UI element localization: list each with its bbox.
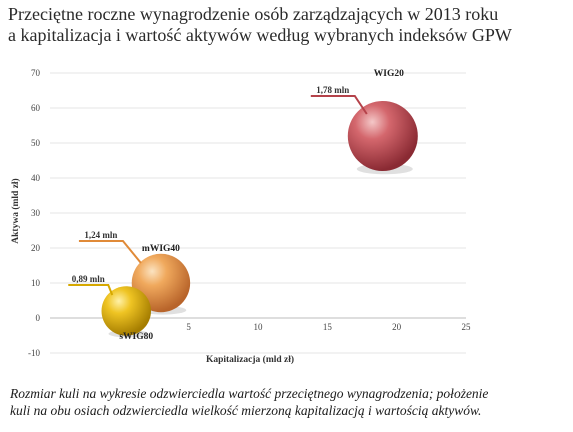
x-tick-label: 25	[462, 322, 472, 332]
y-tick-label: 0	[36, 313, 41, 323]
y-tick-label: 40	[31, 173, 41, 183]
y-tick-label: -10	[28, 348, 40, 358]
x-tick-label: 5	[186, 322, 191, 332]
chart-title-line-1: Przeciętne roczne wynagrodzenie osób zar…	[8, 4, 499, 24]
y-tick-label: 10	[31, 278, 41, 288]
bubble-swig80	[101, 286, 152, 336]
callout-line	[78, 240, 142, 264]
x-axis-label: Kapitalizacja (mld zł)	[206, 354, 294, 365]
callout-line	[68, 284, 114, 296]
bubble-name-label: WIG20	[374, 69, 404, 79]
y-tick-labels: -10 0 10 20 30 40 50 60 70	[28, 68, 41, 358]
y-tick-label: 20	[31, 243, 41, 253]
callout-line	[310, 95, 368, 115]
bubble-labels: 1,78 mln WIG20 1,24 mln mWIG40 0,89 mln sWIG8…	[68, 69, 404, 342]
bubble-name-label: mWIG40	[142, 244, 180, 254]
chart-caption-line-1: Rozmiar kuli na wykresie odzwierciedla w…	[10, 386, 489, 401]
bubble-name-label: sWIG80	[119, 332, 153, 342]
bubble-size-label: 1,78 mln	[316, 85, 349, 95]
y-tick-label: 70	[31, 68, 41, 78]
y-tick-label: 50	[31, 138, 41, 148]
chart-title: Przeciętne roczne wynagrodzenie osób zar…	[8, 4, 568, 46]
bubble-size-label: 0,89 mln	[72, 274, 105, 284]
bubble-wig20	[347, 101, 418, 171]
y-tick-label: 60	[31, 103, 41, 113]
bubbles	[101, 101, 418, 338]
chart-title-line-2: a kapitalizacja i wartość aktywów według…	[8, 25, 512, 45]
chart-caption: Rozmiar kuli na wykresie odzwierciedla w…	[10, 385, 566, 419]
bubble-chart: -10 0 10 20 30 40 50 60 70 0 5 10 15 20 25 1,78 mln WI…	[10, 68, 471, 365]
y-axis-label: Aktywa (mld zł)	[10, 178, 21, 243]
bubble-size-label: 1,24 mln	[84, 230, 117, 240]
y-tick-label: 30	[31, 208, 41, 218]
chart-caption-line-2: kuli na obu osiach odzwierciedla wielkoś…	[10, 403, 482, 418]
x-tick-label: 10	[254, 322, 264, 332]
x-tick-label: 20	[392, 322, 402, 332]
x-tick-label: 15	[323, 322, 333, 332]
